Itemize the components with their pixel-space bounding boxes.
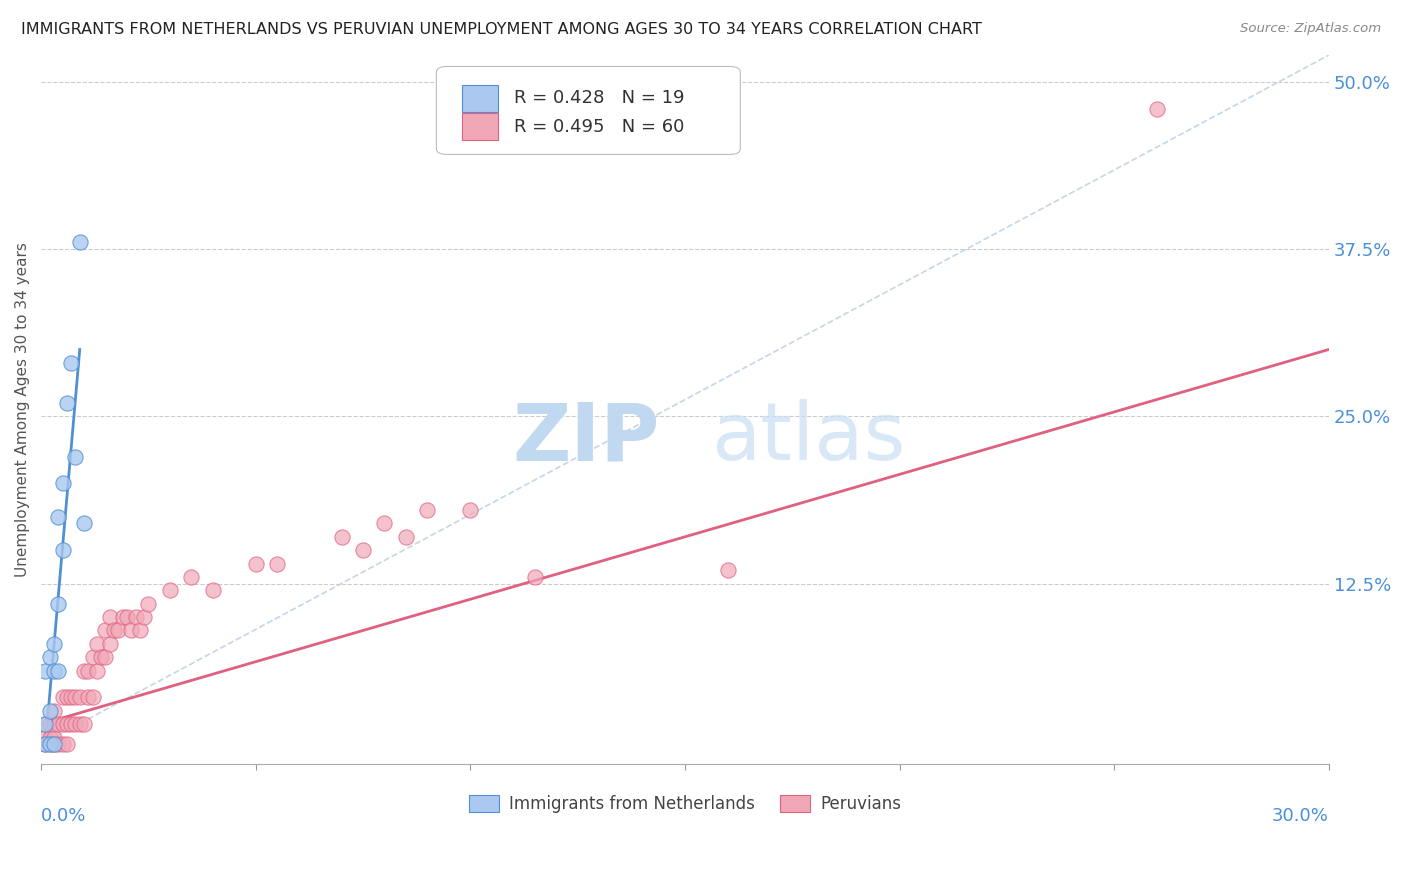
Point xyxy=(34,717,56,731)
Point xyxy=(38,650,60,665)
Point xyxy=(94,624,117,638)
Point xyxy=(373,516,395,531)
Point xyxy=(266,557,288,571)
Point xyxy=(111,610,134,624)
Point xyxy=(60,690,83,705)
Point xyxy=(52,690,75,705)
Point xyxy=(38,737,60,751)
Point xyxy=(159,583,181,598)
Point xyxy=(56,396,79,410)
Text: 0.0%: 0.0% xyxy=(41,807,87,825)
Point xyxy=(201,583,224,598)
Point xyxy=(52,717,75,731)
Point xyxy=(77,690,100,705)
Point xyxy=(65,717,87,731)
Point xyxy=(56,737,79,751)
FancyBboxPatch shape xyxy=(436,67,741,154)
Point xyxy=(77,664,100,678)
Legend: Immigrants from Netherlands, Peruvians: Immigrants from Netherlands, Peruvians xyxy=(463,789,907,820)
Point xyxy=(86,664,108,678)
Point xyxy=(107,624,129,638)
Point xyxy=(34,731,56,745)
Point xyxy=(38,717,60,731)
Point xyxy=(416,503,439,517)
Point xyxy=(42,637,65,651)
Point xyxy=(134,610,156,624)
Point xyxy=(103,624,125,638)
Text: IMMIGRANTS FROM NETHERLANDS VS PERUVIAN UNEMPLOYMENT AMONG AGES 30 TO 34 YEARS C: IMMIGRANTS FROM NETHERLANDS VS PERUVIAN … xyxy=(21,22,981,37)
Point xyxy=(115,610,138,624)
Point xyxy=(38,731,60,745)
Point xyxy=(1146,102,1168,116)
Point xyxy=(128,624,150,638)
Point xyxy=(52,543,75,558)
Bar xyxy=(463,113,498,140)
Point xyxy=(56,717,79,731)
Text: Source: ZipAtlas.com: Source: ZipAtlas.com xyxy=(1240,22,1381,36)
Point xyxy=(69,717,91,731)
Point xyxy=(34,737,56,751)
Point xyxy=(38,704,60,718)
Point xyxy=(90,650,112,665)
Point xyxy=(42,664,65,678)
Point xyxy=(73,664,96,678)
Point xyxy=(60,356,83,370)
Point xyxy=(46,664,69,678)
Text: R = 0.495   N = 60: R = 0.495 N = 60 xyxy=(513,118,685,136)
Point xyxy=(69,690,91,705)
Point xyxy=(46,509,69,524)
Point xyxy=(180,570,202,584)
Point xyxy=(42,704,65,718)
Point xyxy=(42,731,65,745)
Point xyxy=(717,563,740,577)
Point xyxy=(42,737,65,751)
Point xyxy=(124,610,146,624)
Point xyxy=(86,637,108,651)
Point xyxy=(42,717,65,731)
Point xyxy=(82,690,104,705)
Point xyxy=(460,503,482,517)
Point xyxy=(120,624,142,638)
Point xyxy=(82,650,104,665)
Point xyxy=(56,690,79,705)
Text: atlas: atlas xyxy=(710,399,905,477)
Point xyxy=(73,516,96,531)
Point xyxy=(34,737,56,751)
Point xyxy=(60,717,83,731)
Point xyxy=(98,637,121,651)
Bar xyxy=(463,85,498,112)
Point xyxy=(46,597,69,611)
Text: 30.0%: 30.0% xyxy=(1272,807,1329,825)
Point xyxy=(42,737,65,751)
Point xyxy=(94,650,117,665)
Point xyxy=(69,235,91,250)
Point xyxy=(52,476,75,491)
Point xyxy=(245,557,267,571)
Point xyxy=(34,717,56,731)
Text: ZIP: ZIP xyxy=(512,399,659,477)
Point xyxy=(138,597,160,611)
Point xyxy=(395,530,418,544)
Y-axis label: Unemployment Among Ages 30 to 34 years: Unemployment Among Ages 30 to 34 years xyxy=(15,243,30,577)
Point xyxy=(98,610,121,624)
Point xyxy=(65,690,87,705)
Point xyxy=(352,543,374,558)
Point xyxy=(523,570,546,584)
Point xyxy=(38,737,60,751)
Point xyxy=(65,450,87,464)
Text: R = 0.428   N = 19: R = 0.428 N = 19 xyxy=(513,89,685,107)
Point xyxy=(73,717,96,731)
Point xyxy=(34,664,56,678)
Point xyxy=(46,737,69,751)
Point xyxy=(52,737,75,751)
Point xyxy=(46,717,69,731)
Point xyxy=(330,530,353,544)
